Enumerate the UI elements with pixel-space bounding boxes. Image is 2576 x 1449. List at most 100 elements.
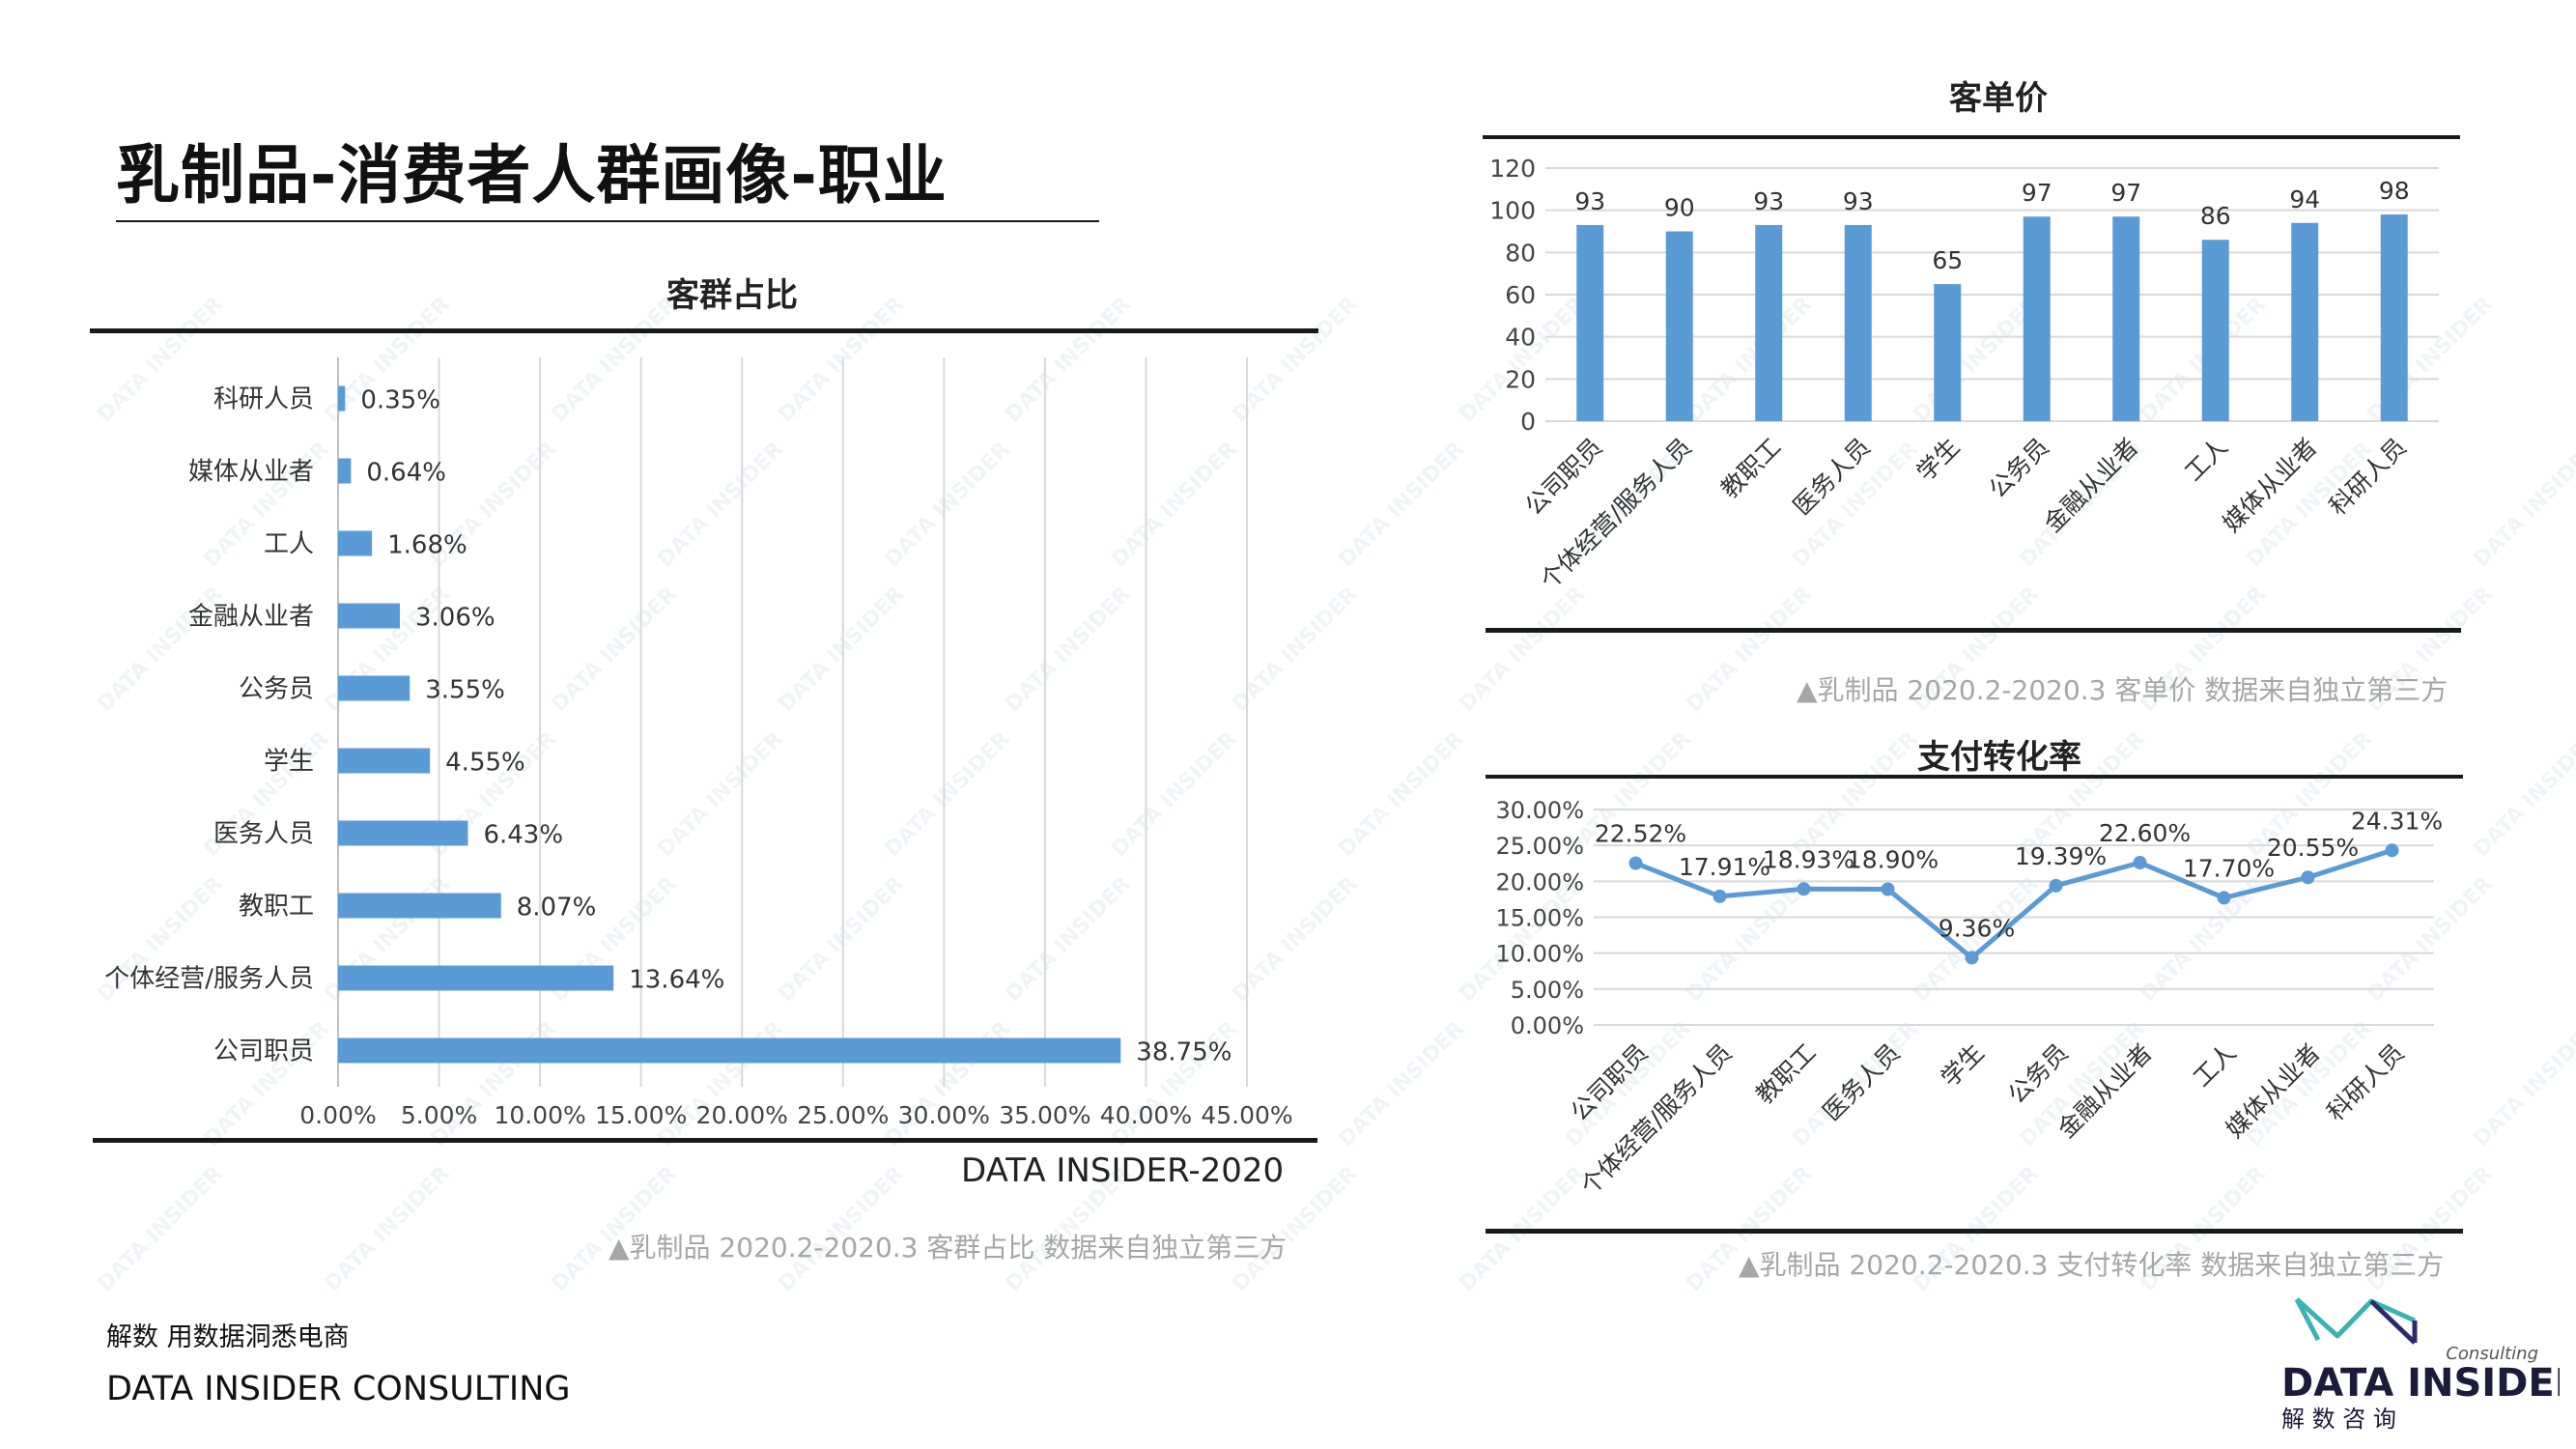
price-chart: 0 20 40 60 80 100 120 93 公司职员 90 个体经营/服务人员 93 教职工 93 医… bbox=[1489, 155, 2439, 595]
data-label: 22.60% bbox=[2099, 819, 2191, 847]
x-tick-label: 5.00% bbox=[401, 1101, 477, 1129]
data-label: 4.55% bbox=[445, 749, 525, 778]
category-label: 教职工 bbox=[1750, 1038, 1822, 1110]
y-tick-label: 15.00% bbox=[1495, 905, 1584, 932]
watermark-text: DATA INSIDER bbox=[93, 1161, 229, 1297]
x-tick-label: 20.00% bbox=[696, 1101, 788, 1129]
bar bbox=[1755, 224, 1783, 421]
data-label: 17.91% bbox=[1679, 853, 1770, 881]
share-chart-title: 客群占比 bbox=[666, 276, 798, 315]
data-point bbox=[1965, 951, 1979, 965]
share-chart-top-rule bbox=[90, 328, 1318, 333]
data-insider-logo: Consulting DATA INSIDER 解 数 咨 询 bbox=[2281, 1297, 2560, 1433]
watermark-text: DATA INSIDER bbox=[320, 1161, 456, 1297]
category-label: 医务人员 bbox=[213, 820, 314, 849]
category-label: 媒体从业者 bbox=[2218, 433, 2323, 538]
data-label: 18.93% bbox=[1763, 845, 1854, 873]
category-label: 个体经营/服务人员 bbox=[104, 965, 314, 994]
category-label: 公务员 bbox=[1983, 433, 2054, 504]
data-label: 97 bbox=[2110, 179, 2141, 207]
data-label: 8.07% bbox=[517, 894, 597, 923]
price-chart-title: 客单价 bbox=[1949, 79, 2048, 118]
category-label: 医务人员 bbox=[1788, 433, 1876, 521]
bar bbox=[2112, 216, 2140, 421]
bar bbox=[1844, 224, 1872, 421]
data-point bbox=[2217, 891, 2231, 905]
price-chart-top-rule bbox=[1483, 135, 2460, 139]
bar bbox=[2291, 222, 2319, 421]
category-label: 工人 bbox=[264, 530, 314, 559]
bar bbox=[338, 748, 431, 774]
share-chart-bottom-rule bbox=[93, 1138, 1317, 1143]
bar bbox=[338, 893, 501, 919]
category-label: 公司职员 bbox=[1566, 1038, 1654, 1126]
data-label: 86 bbox=[2200, 202, 2231, 230]
category-label: 金融从业者 bbox=[188, 603, 314, 632]
y-tick-label: 120 bbox=[1489, 155, 1536, 183]
data-label: 22.52% bbox=[1595, 820, 1686, 848]
x-tick-label: 40.00% bbox=[1100, 1101, 1192, 1129]
logo-wordmark: DATA INSIDER bbox=[2281, 1361, 2560, 1406]
conversion-chart: 0.00% 5.00% 10.00% 15.00% 20.00% 25.00% 30.00%… bbox=[1495, 797, 2443, 1201]
bar bbox=[338, 1037, 1121, 1064]
share-chart-note: ▲乳制品 2020.2-2020.3 客群占比 数据来自独立第三方 bbox=[609, 1232, 1288, 1264]
bar bbox=[338, 820, 468, 846]
data-label: 18.90% bbox=[1847, 846, 1939, 874]
y-tick-label: 25.00% bbox=[1495, 833, 1584, 860]
data-point bbox=[2133, 856, 2147, 870]
data-label: 93 bbox=[1753, 187, 1784, 215]
conversion-chart-title: 支付转化率 bbox=[1917, 738, 2081, 777]
brand-caption: DATA INSIDER-2020 bbox=[961, 1151, 1285, 1190]
y-tick-label: 100 bbox=[1489, 197, 1536, 225]
category-label: 公司职员 bbox=[213, 1037, 314, 1066]
watermark-text: DATA INSIDER bbox=[2469, 437, 2576, 573]
data-label: 97 bbox=[2022, 179, 2052, 207]
data-label: 90 bbox=[1664, 194, 1695, 222]
data-point bbox=[1881, 882, 1895, 896]
x-tick-label: 35.00% bbox=[999, 1101, 1090, 1129]
data-point bbox=[2385, 843, 2399, 858]
share-chart: 0.00% 5.00% 10.00% 15.00% 20.00% 25.00% 30.00%… bbox=[104, 357, 1293, 1129]
data-label: 0.35% bbox=[360, 386, 440, 415]
y-tick-label: 20 bbox=[1505, 365, 1536, 393]
footer-slogan: 解数 用数据洞悉电商 bbox=[106, 1322, 350, 1352]
data-point bbox=[1628, 856, 1643, 870]
category-label: 学生 bbox=[1936, 1038, 1990, 1093]
bar bbox=[338, 458, 352, 484]
bar bbox=[338, 965, 614, 991]
data-label: 24.31% bbox=[2351, 807, 2443, 835]
data-label: 20.55% bbox=[2267, 834, 2359, 862]
category-label: 教职工 bbox=[239, 893, 314, 922]
series-line bbox=[1634, 847, 2393, 960]
bar bbox=[1934, 284, 1962, 421]
data-label: 1.68% bbox=[387, 531, 467, 560]
data-label: 13.64% bbox=[629, 966, 724, 995]
logo-mark-icon bbox=[2294, 1297, 2418, 1345]
category-label: 学生 bbox=[1911, 433, 1966, 487]
watermark-text: DATA INSIDER bbox=[2469, 726, 2576, 863]
bar bbox=[338, 675, 410, 701]
watermark-text: DATA INSIDER bbox=[2469, 1016, 2576, 1152]
category-label: 科研人员 bbox=[213, 385, 314, 414]
y-tick-label: 0.00% bbox=[1511, 1012, 1584, 1039]
data-label: 3.06% bbox=[415, 604, 495, 633]
data-label: 93 bbox=[1843, 187, 1874, 215]
bar bbox=[1665, 231, 1693, 421]
logo-cn: 解 数 咨 询 bbox=[2281, 1406, 2396, 1433]
conversion-chart-note: ▲乳制品 2020.2-2020.3 支付转化率 数据来自独立第三方 bbox=[1739, 1249, 2445, 1281]
bar bbox=[2201, 240, 2229, 421]
conversion-chart-top-rule bbox=[1486, 775, 2463, 779]
x-tick-label: 15.00% bbox=[595, 1101, 687, 1129]
bar bbox=[2023, 216, 2051, 421]
data-point bbox=[2049, 878, 2063, 893]
category-label: 金融从业者 bbox=[2039, 433, 2144, 538]
data-label: 0.64% bbox=[366, 459, 446, 488]
price-chart-bottom-rule bbox=[1486, 628, 2461, 633]
bar bbox=[338, 530, 373, 556]
data-label: 98 bbox=[2379, 177, 2410, 205]
data-point bbox=[1797, 882, 1811, 896]
y-tick-label: 20.00% bbox=[1495, 868, 1584, 895]
bar bbox=[1576, 224, 1604, 421]
data-label: 3.55% bbox=[425, 676, 505, 705]
y-tick-label: 0 bbox=[1520, 408, 1536, 436]
